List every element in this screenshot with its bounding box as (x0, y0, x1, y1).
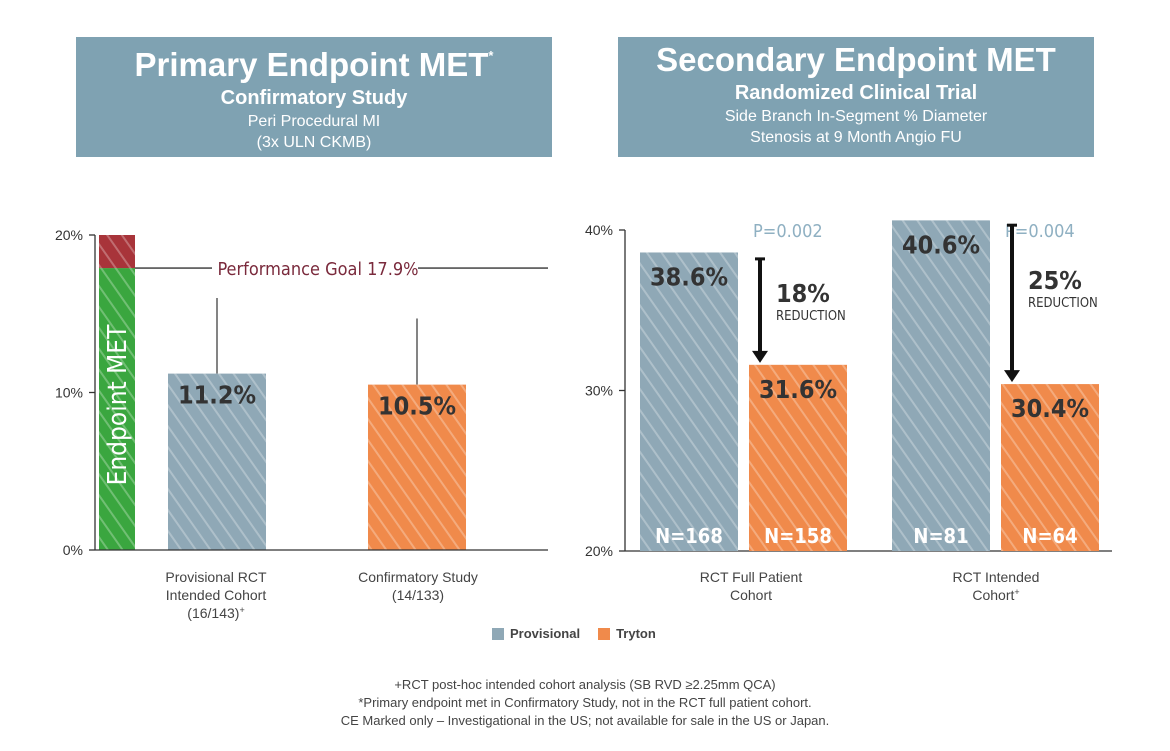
left-panel-header: Primary Endpoint MET* Confirmatory Study… (76, 37, 552, 157)
right-category-label-1-line-1: Cohort+ (972, 587, 1019, 603)
reduction-percent-1: 25% (1028, 266, 1082, 295)
bar-tryton-group-1-hatch (1001, 384, 1099, 551)
asterisk-mark: * (488, 48, 494, 63)
bar-n-label-group-1-1: N=64 (1022, 524, 1077, 548)
bar-value-label-group-0-1: 31.6% (759, 375, 837, 404)
left-category-label-1-line-1: (14/133) (392, 587, 444, 603)
left-panel-subtitle: Confirmatory Study (220, 87, 408, 109)
left-panel-desc-line1: Peri Procedural MI (247, 113, 381, 130)
legend-label-provisional: Provisional (510, 626, 581, 641)
legend-label-tryton: Tryton (616, 626, 656, 641)
right-y-tick-label-2: 40% (585, 222, 613, 238)
footnote-1: +RCT post-hoc intended cohort analysis (… (394, 677, 776, 692)
legend-item-provisional: Provisional (492, 626, 580, 641)
bar-value-label-group-0-0: 38.6% (650, 262, 728, 291)
right-y-tick-label-1: 30% (585, 383, 613, 399)
bar-value-label-left-1: 10.5% (378, 392, 456, 421)
right-panel-header: Secondary Endpoint MET Randomized Clinic… (618, 37, 1094, 157)
bar-tryton-group-0-hatch (749, 364, 847, 551)
footnote-2: *Primary endpoint met in Confirmatory St… (358, 695, 812, 710)
p-value-label-0: P=0.002 (753, 221, 823, 242)
right-panel-desc-line2: Stenosis at 9 Month Angio FU (750, 129, 962, 146)
right-panel-title: Secondary Endpoint MET (656, 41, 1056, 78)
legend-item-tryton: Tryton (598, 626, 656, 641)
bar-n-label-group-0-0: N=168 (655, 524, 723, 548)
performance-goal-label: Performance Goal 17.9% (217, 259, 418, 280)
endpoint-excess-bar-hatch (99, 235, 135, 269)
right-y-tick-label-0: 20% (585, 543, 613, 559)
right-panel-subtitle: Randomized Clinical Trial (734, 82, 978, 104)
bar-provisional-left-hatch (168, 373, 266, 550)
left-category-label-1-line-0: Confirmatory Study (358, 569, 478, 585)
footnotes: +RCT post-hoc intended cohort analysis (… (0, 676, 1170, 730)
footnote-3: CE Marked only – Investigational in the … (340, 713, 830, 728)
legend-swatch-provisional (492, 627, 504, 640)
bar-provisional-group-1-hatch (892, 220, 990, 551)
endpoint-met-bar-hatch (99, 268, 135, 550)
bar-value-label-group-1-0: 40.6% (902, 230, 980, 259)
left-y-tick-label-0: 0% (63, 542, 83, 558)
legend: Provisional Tryton (492, 626, 656, 641)
p-value-label-1: P=0.004 (1005, 221, 1075, 242)
bar-tryton-left-hatch (368, 384, 466, 550)
left-category-label-0-line-2: (16/143)+ (187, 605, 244, 621)
bar-n-label-group-0-1: N=158 (764, 524, 832, 548)
left-panel-title: Primary Endpoint MET* (134, 46, 494, 83)
bar-n-label-group-1-0: N=81 (913, 524, 968, 548)
reduction-word-1: REDUCTION (1028, 296, 1098, 311)
bar-provisional-group-0-hatch (640, 252, 738, 551)
bar-value-label-left-0: 11.2% (178, 381, 256, 410)
reduction-percent-0: 18% (776, 279, 830, 308)
left-category-label-0-line-0: Provisional RCT (165, 569, 267, 585)
left-y-tick-label-2: 20% (55, 227, 83, 243)
reduction-arrow-head-0 (752, 350, 768, 363)
endpoint-met-label: Endpoint MET (103, 324, 133, 486)
legend-swatch-tryton (598, 627, 611, 640)
right-category-label-0-line-0: RCT Full Patient (700, 569, 803, 585)
left-panel-desc-line2: (3x ULN CKMB) (256, 134, 372, 151)
right-panel-desc-line1: Side Branch In-Segment % Diameter (724, 108, 988, 125)
left-category-label-0-line-1: Intended Cohort (166, 587, 267, 603)
right-category-label-0-line-1: Cohort (730, 587, 772, 603)
right-category-label-1-line-0: RCT Intended (953, 569, 1040, 585)
reduction-word-0: REDUCTION (776, 309, 846, 324)
bar-value-label-group-1-1: 30.4% (1011, 394, 1089, 423)
left-y-tick-label-1: 10% (55, 385, 83, 401)
reduction-arrow-head-1 (1004, 370, 1020, 383)
